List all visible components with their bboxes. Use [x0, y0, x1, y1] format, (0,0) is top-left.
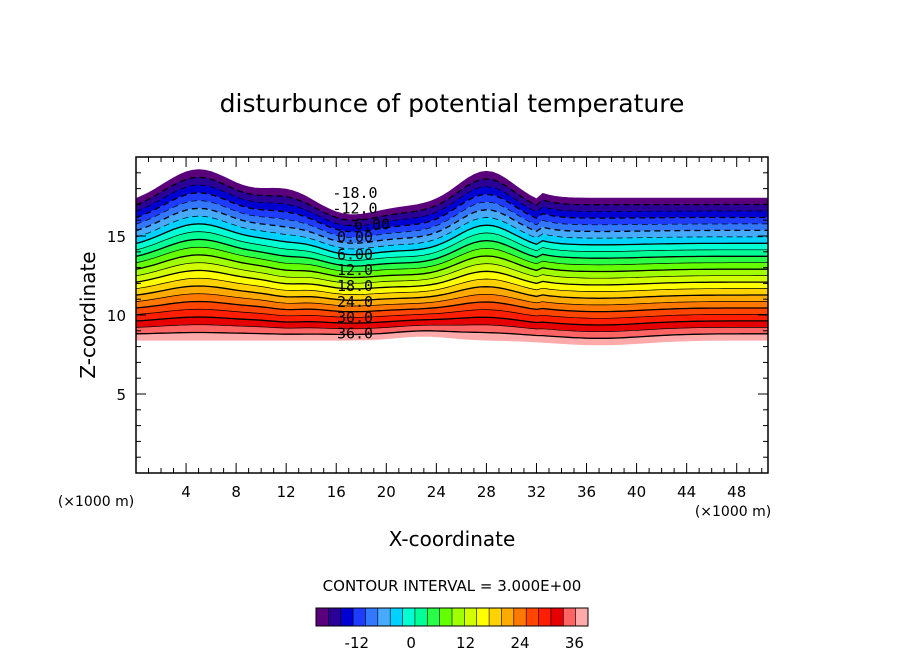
colorbar-cell	[501, 608, 515, 626]
colorbar-cell	[328, 608, 342, 626]
colorbar-cell	[439, 608, 453, 626]
x-tick-label: 24	[427, 483, 446, 501]
colorbar-cell	[575, 608, 589, 626]
colorbar-cell	[476, 608, 490, 626]
contour-line	[136, 316, 768, 326]
x-tick-label: 28	[477, 483, 496, 501]
chart-title: disturbunce of potential temperature	[220, 89, 685, 118]
contour-line	[136, 176, 768, 222]
y-tick-label: 10	[107, 307, 126, 325]
contour-label: 30.0	[337, 309, 373, 327]
x-tick-label: 8	[231, 483, 241, 501]
contour-label: -18.0	[332, 184, 377, 202]
contour-line	[136, 308, 768, 319]
y-unit-label: (×1000 m)	[58, 494, 134, 510]
colorbar-tick-label: 24	[510, 634, 529, 652]
colorbar-tick-label: 0	[406, 634, 416, 652]
contour-line	[136, 285, 768, 301]
x-tick-label: 20	[377, 483, 396, 501]
contour-lines	[136, 176, 768, 339]
contour-label: 12.0	[337, 261, 373, 279]
contour-label: 18.0	[337, 277, 373, 295]
contour-line	[136, 254, 768, 279]
x-tick-label: 4	[181, 483, 191, 501]
colorbar-cell	[526, 608, 539, 626]
x-axis-label: X-coordinate	[389, 527, 516, 551]
contour-line	[136, 246, 768, 273]
colorbar-cell	[427, 608, 440, 626]
y-tick-label: 5	[116, 386, 126, 404]
contour-label: -6.00	[345, 215, 390, 233]
contour-line	[136, 184, 768, 227]
contour-line	[136, 277, 768, 295]
colorbar-tick-label: -12	[345, 634, 370, 652]
contour-label: 6.00	[337, 245, 373, 263]
contour-label: 24.0	[337, 293, 373, 311]
colorbar-cell	[340, 608, 354, 626]
x-tick-label: 16	[327, 483, 346, 501]
x-tick-label: 40	[627, 483, 646, 501]
contour-line	[136, 330, 768, 339]
colorbar-cell	[550, 608, 564, 626]
contour-line	[136, 231, 768, 261]
colorbar-cell	[353, 608, 366, 626]
contour-line	[136, 262, 768, 284]
contour-label: 0.00	[337, 228, 373, 246]
contour-line	[136, 324, 768, 333]
y-tick-label: 15	[107, 228, 126, 246]
colorbar-cell	[402, 608, 416, 626]
colorbar-tick-label: 12	[456, 634, 475, 652]
x-tick-label: 32	[527, 483, 546, 501]
contour-line	[136, 215, 768, 250]
contour-line	[136, 293, 768, 307]
colorbar-tick-label: 36	[565, 634, 584, 652]
contour-line	[136, 192, 768, 233]
contour-line	[136, 223, 768, 256]
x-unit-label: (×1000 m)	[695, 504, 771, 520]
contour-line	[136, 269, 768, 290]
contour-line	[136, 200, 768, 238]
colorbar-cell	[414, 608, 428, 626]
colorbar: -12 0 12 24 36	[315, 607, 589, 652]
contour-line	[136, 238, 768, 267]
colorbar-cell	[452, 608, 465, 626]
colorbar-cell	[377, 608, 391, 626]
x-tick-label: 36	[577, 483, 596, 501]
contour-line	[136, 300, 768, 313]
colorbar-cell	[538, 608, 552, 626]
contour-interval-text: CONTOUR INTERVAL = 3.000E+00	[323, 577, 582, 595]
contour-labels: -18.0-12.0-6.000.006.0012.018.024.030.03…	[332, 184, 390, 343]
colorbar-cell	[365, 608, 379, 626]
colorbar-cell	[316, 608, 329, 626]
colorbar-cell	[489, 608, 502, 626]
colorbar-cell	[513, 608, 527, 626]
colorbar-cell	[464, 608, 478, 626]
colorbar-cell	[563, 608, 576, 626]
colorbar-cell	[390, 608, 403, 626]
contour-label: 36.0	[337, 324, 373, 342]
x-tick-label: 48	[727, 483, 746, 501]
contour-line	[136, 207, 768, 244]
x-tick-label: 44	[677, 483, 696, 501]
contour-label: -12.0	[332, 200, 377, 218]
x-tick-label: 12	[277, 483, 296, 501]
colorbar-frame	[315, 607, 589, 627]
y-axis-label: Z-coordinate	[76, 251, 100, 378]
